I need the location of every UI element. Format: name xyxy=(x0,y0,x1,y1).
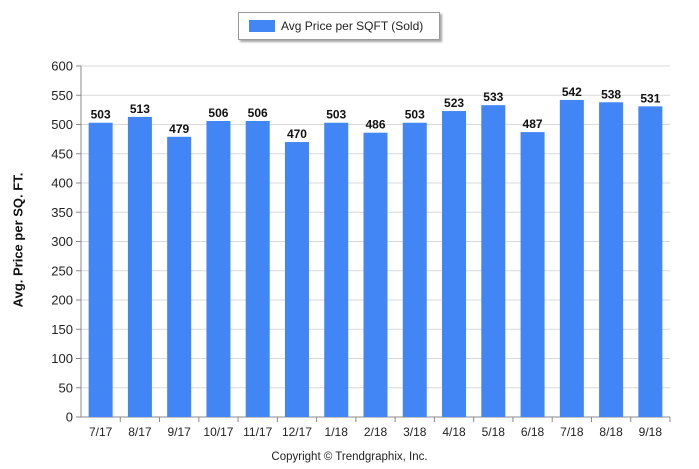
data-label: 506 xyxy=(208,106,228,120)
bar xyxy=(127,116,152,418)
y-tick-label: 100 xyxy=(51,351,73,366)
y-tick-label: 0 xyxy=(66,410,73,425)
data-label: 479 xyxy=(169,122,189,136)
bar xyxy=(324,122,349,418)
y-tick-label: 600 xyxy=(51,59,73,74)
x-tick-label: 7/18 xyxy=(560,425,584,439)
y-tick-label: 300 xyxy=(51,234,73,249)
bar xyxy=(167,136,192,417)
x-tick-label: 1/18 xyxy=(325,425,349,439)
y-axis-title: Avg. Price per SQ. FT. xyxy=(10,172,26,308)
data-label: 542 xyxy=(562,85,582,99)
data-label: 470 xyxy=(287,127,307,141)
x-tick-label: 4/18 xyxy=(442,425,466,439)
data-label: 503 xyxy=(405,108,425,122)
bar xyxy=(481,105,506,417)
legend-label: Avg Price per SQFT (Sold) xyxy=(281,19,424,33)
legend: Avg Price per SQFT (Sold) xyxy=(238,12,440,40)
y-tick-label: 550 xyxy=(51,88,73,103)
legend-swatch xyxy=(249,20,275,32)
x-tick-label: 11/17 xyxy=(243,425,272,439)
data-label: 523 xyxy=(444,96,464,110)
data-label: 503 xyxy=(91,108,111,122)
bar xyxy=(363,132,388,417)
x-tick-label: 9/18 xyxy=(639,425,663,439)
bar xyxy=(245,120,270,418)
x-tick-label: 10/17 xyxy=(203,425,233,439)
x-tick-label: 8/18 xyxy=(599,425,623,439)
data-label: 538 xyxy=(601,87,621,101)
y-tick-label: 450 xyxy=(51,146,73,161)
data-label: 506 xyxy=(248,106,268,120)
x-tick-label: 6/18 xyxy=(521,425,545,439)
y-tick-label: 50 xyxy=(59,380,73,395)
y-tick-label: 150 xyxy=(51,322,73,337)
y-tick-label: 400 xyxy=(51,176,73,191)
data-label: 503 xyxy=(326,108,346,122)
bar xyxy=(599,102,624,418)
x-tick-label: 12/17 xyxy=(282,425,312,439)
bar xyxy=(638,106,663,418)
y-tick-label: 350 xyxy=(51,205,73,220)
bar xyxy=(520,132,545,418)
bar xyxy=(284,142,309,418)
data-label: 487 xyxy=(523,117,543,131)
data-label: 531 xyxy=(640,91,660,105)
bar xyxy=(559,99,584,418)
data-labels: 503 513 479 506 506 470 503 486 503 523 533 487 542 5… xyxy=(91,85,661,141)
data-label: 533 xyxy=(483,90,503,104)
y-tick-label: 200 xyxy=(51,293,73,308)
x-tick-label: 9/17 xyxy=(167,425,191,439)
x-tick-labels: 7/17 8/17 9/17 10/17 11/17 12/17 1/18 2/18 3/18 4… xyxy=(89,425,662,439)
y-tick-label: 250 xyxy=(51,263,73,278)
y-tick-labels: 0 50 100 150 200 250 300 350 400 450 500 550 600 xyxy=(51,59,73,425)
x-tick-label: 3/18 xyxy=(403,425,427,439)
y-tick-label: 500 xyxy=(51,117,73,132)
x-tick-label: 2/18 xyxy=(364,425,388,439)
bar xyxy=(88,122,113,418)
x-tick-label: 8/17 xyxy=(128,425,152,439)
x-tick-label: 7/17 xyxy=(89,425,113,439)
bar xyxy=(442,111,467,418)
bar xyxy=(206,120,231,418)
data-label: 486 xyxy=(365,118,385,132)
bar xyxy=(402,122,427,418)
x-tick-label: 5/18 xyxy=(482,425,506,439)
data-label: 513 xyxy=(130,102,150,116)
copyright-text: Copyright © Trendgraphix, Inc. xyxy=(271,451,428,463)
bars xyxy=(88,99,663,418)
